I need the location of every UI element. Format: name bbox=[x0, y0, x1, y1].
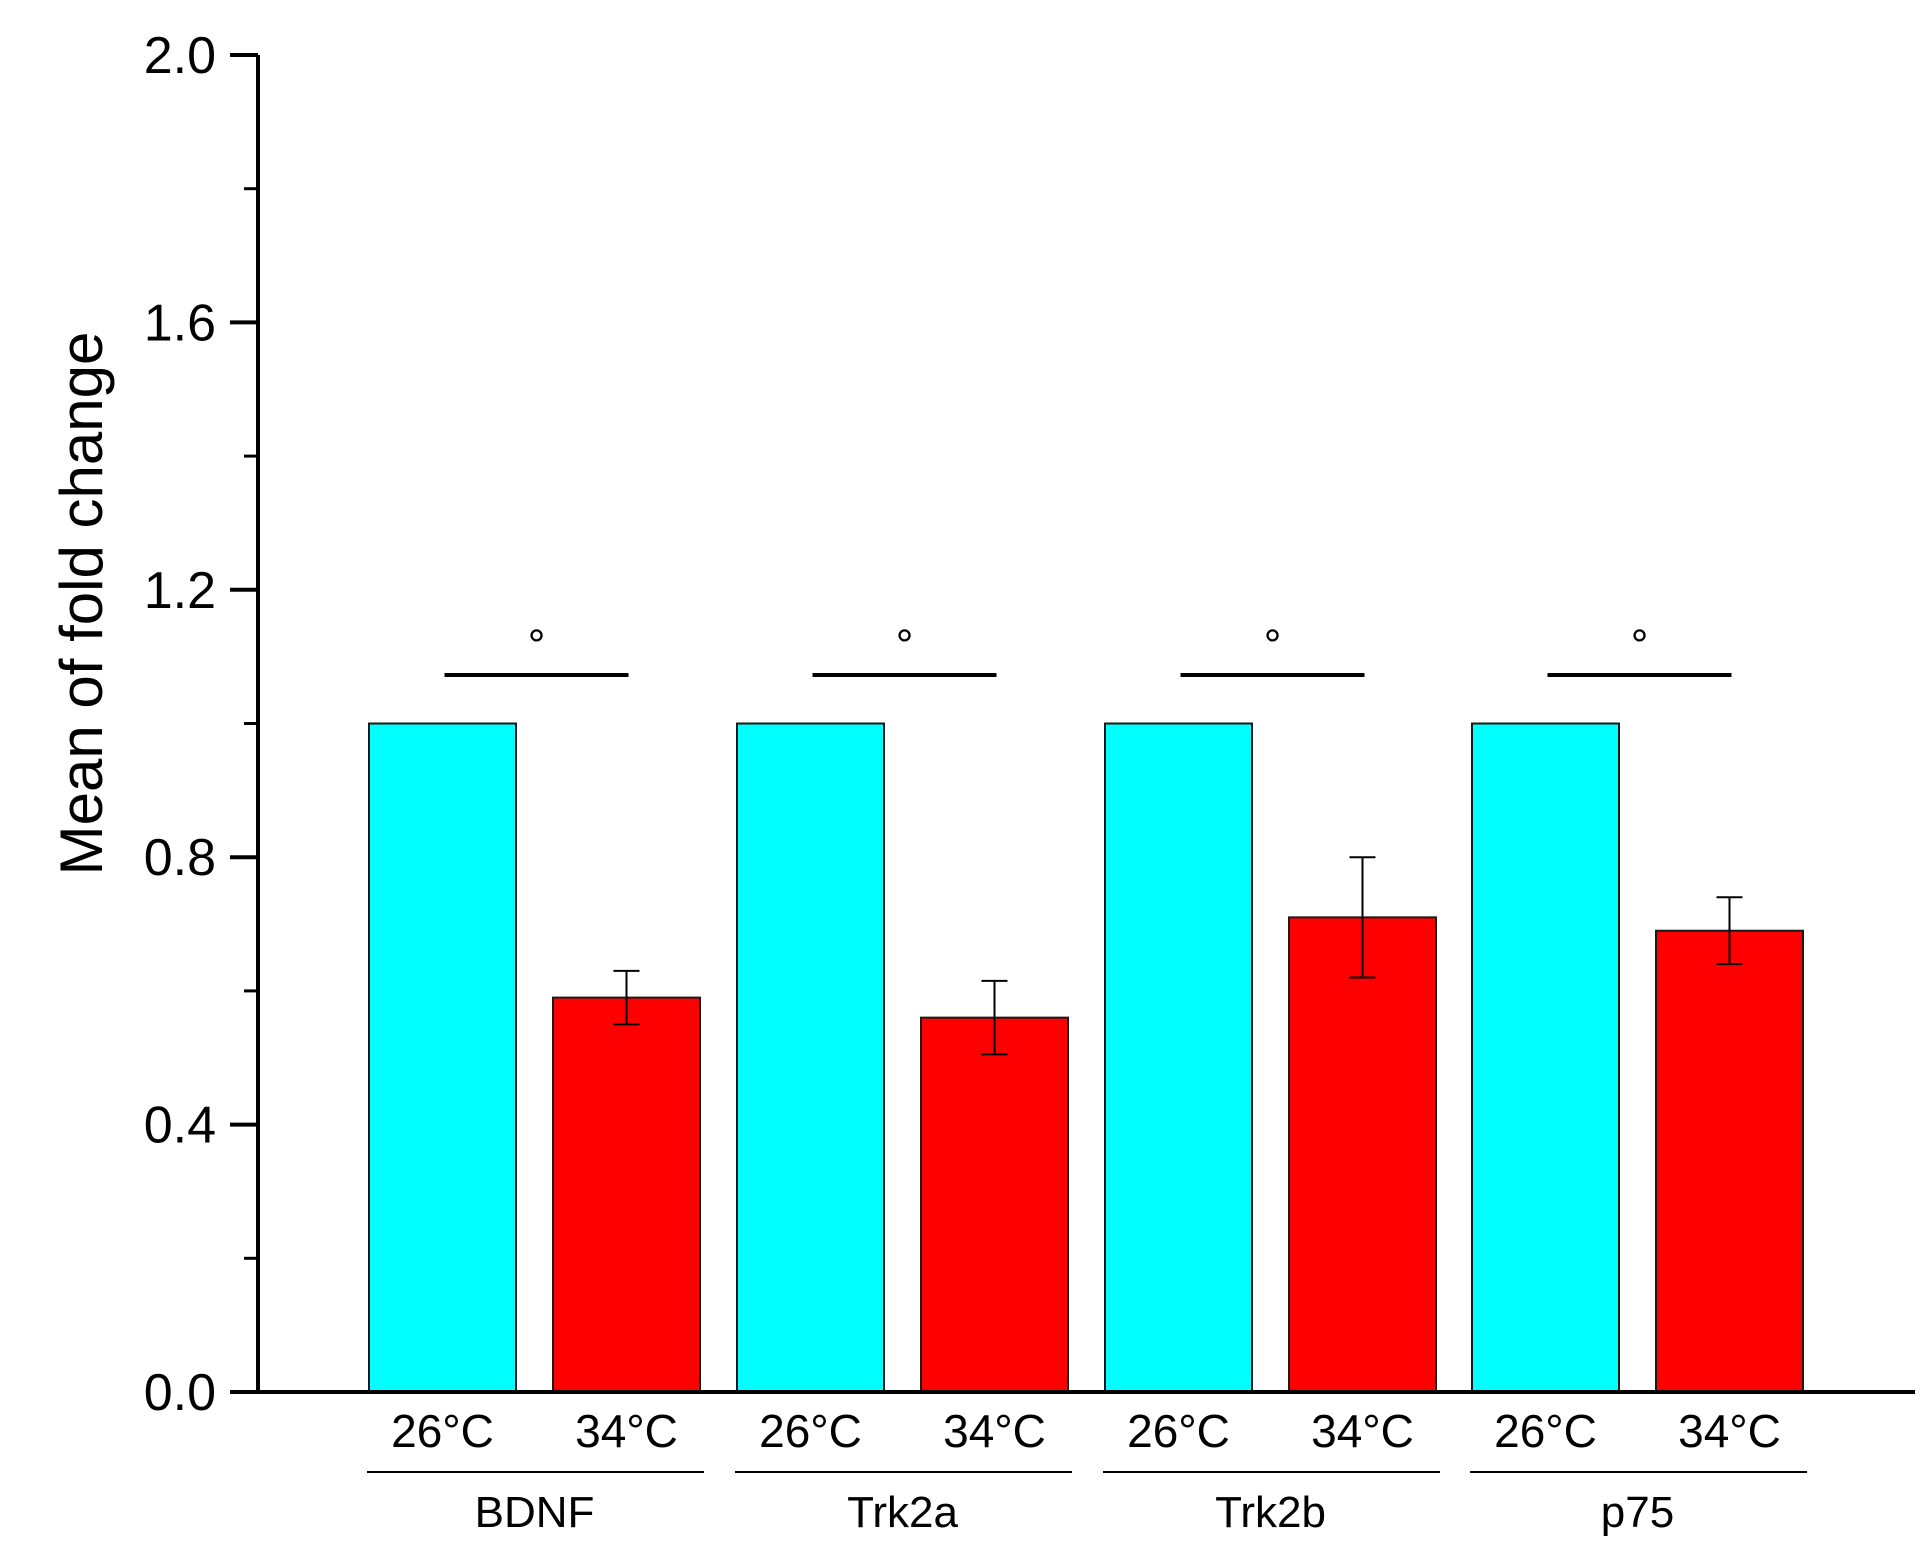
condition-label: 34°C bbox=[575, 1405, 678, 1457]
bar bbox=[1471, 722, 1620, 1393]
y-axis-title: Mean of fold change bbox=[48, 332, 115, 876]
condition-label: 26°C bbox=[1127, 1405, 1230, 1457]
condition-label: 34°C bbox=[1311, 1405, 1414, 1457]
error-bars-layer bbox=[613, 856, 1743, 1056]
group-label: BDNF bbox=[475, 1488, 595, 1537]
y-tick-label: 1.6 bbox=[144, 294, 216, 352]
group-label: p75 bbox=[1601, 1488, 1674, 1537]
x-labels-layer: 26°C 34°C BDNF 26°C 34°C Trk2a 26°C 34°C Trk2b 26… bbox=[367, 1405, 1807, 1537]
bar bbox=[552, 996, 701, 1394]
condition-label: 34°C bbox=[943, 1405, 1046, 1457]
significance-marker: ° bbox=[1631, 621, 1649, 670]
bar bbox=[920, 1016, 1069, 1393]
significance-marker: ° bbox=[528, 621, 546, 670]
y-tick-label: 0.4 bbox=[144, 1097, 216, 1155]
y-tick-label: 1.2 bbox=[144, 562, 216, 620]
group-label: Trk2b bbox=[1215, 1488, 1326, 1537]
y-tick-label: 2.0 bbox=[144, 27, 216, 85]
bar bbox=[368, 722, 517, 1393]
condition-label: 26°C bbox=[759, 1405, 862, 1457]
condition-label: 34°C bbox=[1678, 1405, 1781, 1457]
y-ticks-layer: 0.0 0.4 0.8 1.2 1.6 2.0 bbox=[144, 27, 258, 1422]
condition-label: 26°C bbox=[391, 1405, 494, 1457]
significance-layer: ° ° ° ° bbox=[444, 621, 1732, 677]
group-label: Trk2a bbox=[847, 1488, 958, 1537]
bar bbox=[1104, 722, 1253, 1393]
bars-layer bbox=[368, 722, 1804, 1394]
significance-marker: ° bbox=[896, 621, 914, 670]
significance-marker: ° bbox=[1264, 621, 1282, 670]
bar bbox=[736, 722, 885, 1393]
bar bbox=[1655, 929, 1804, 1393]
y-tick-label: 0.0 bbox=[144, 1364, 216, 1422]
condition-label: 26°C bbox=[1494, 1405, 1597, 1457]
bar bbox=[1288, 916, 1437, 1393]
y-tick-label: 0.8 bbox=[144, 829, 216, 887]
